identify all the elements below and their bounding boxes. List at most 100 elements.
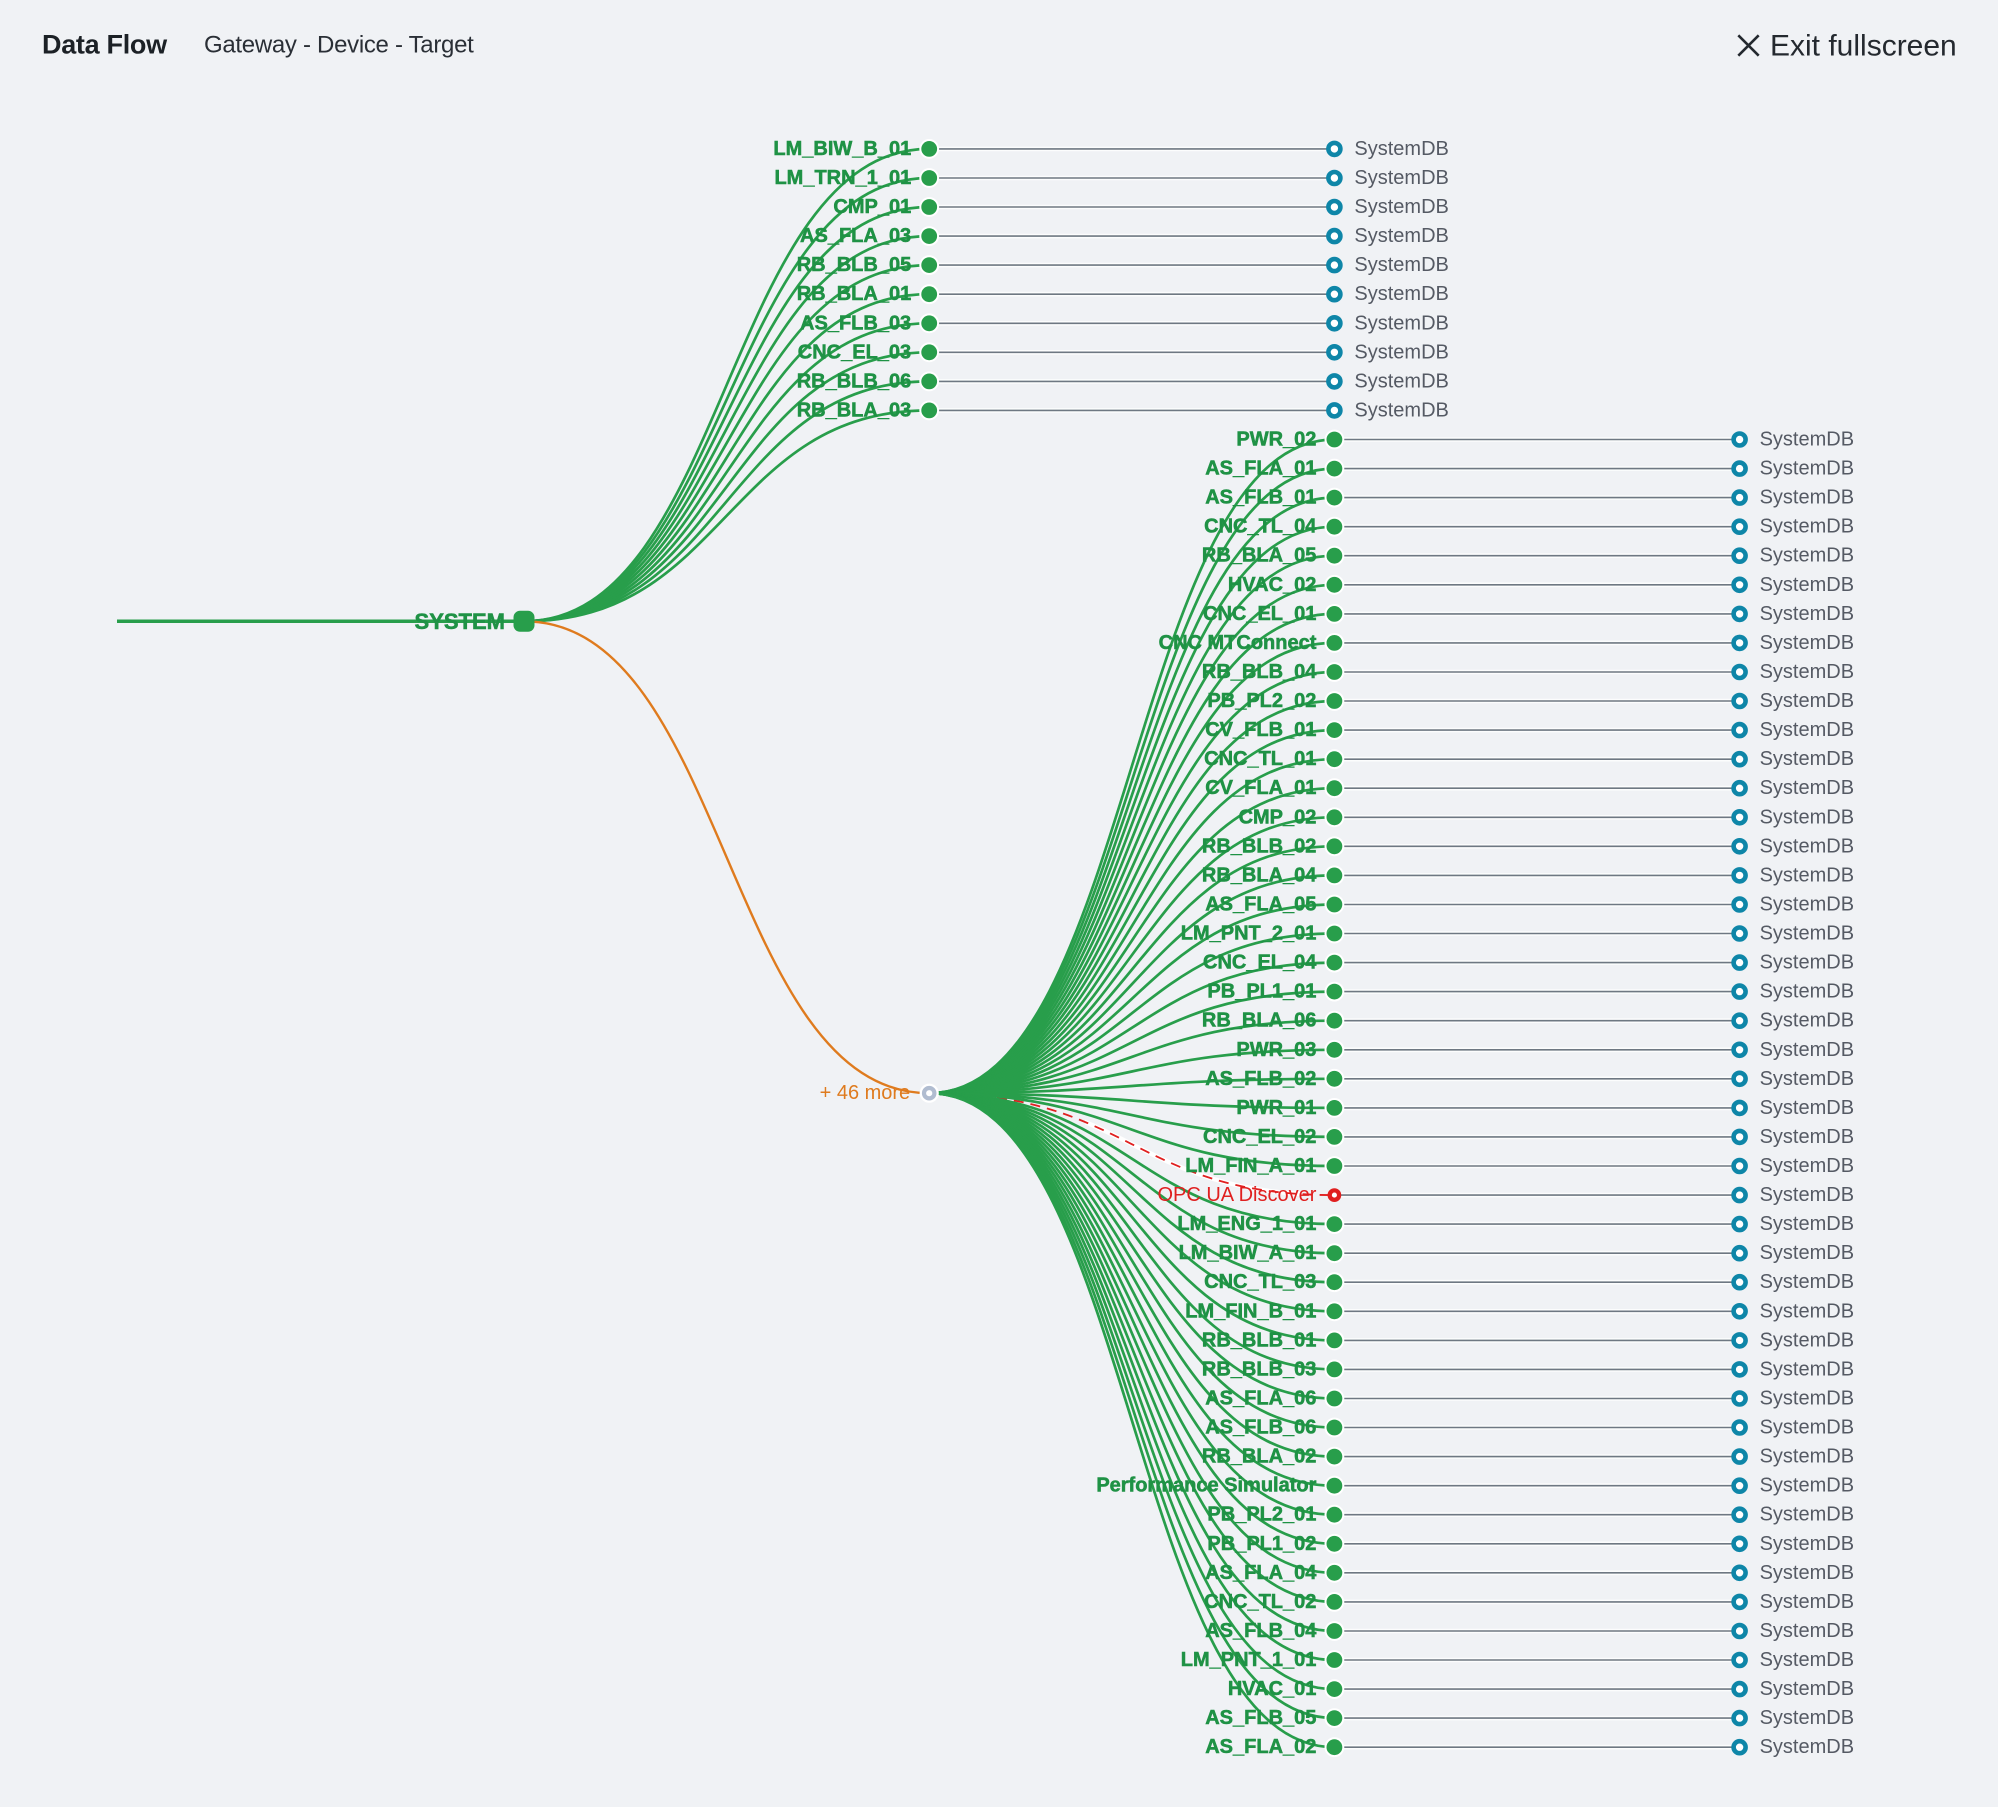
svg-text:SystemDB: SystemDB [1760,1358,1854,1380]
svg-text:SystemDB: SystemDB [1760,545,1854,567]
svg-text:SystemDB: SystemDB [1354,341,1448,363]
svg-text:AS_FLA_02: AS_FLA_02 [1205,1736,1316,1758]
svg-text:SystemDB: SystemDB [1760,1678,1854,1700]
svg-text:SystemDB: SystemDB [1354,138,1448,160]
svg-text:RB_BLA_05: RB_BLA_05 [1202,545,1316,567]
svg-text:RB_BLA_03: RB_BLA_03 [797,399,911,421]
svg-text:SystemDB: SystemDB [1760,1068,1854,1090]
svg-text:SystemDB: SystemDB [1760,603,1854,625]
svg-text:HVAC_02: HVAC_02 [1228,574,1317,596]
svg-text:SystemDB: SystemDB [1760,1010,1854,1032]
svg-text:SystemDB: SystemDB [1760,1155,1854,1177]
svg-text:AS_FLB_02: AS_FLB_02 [1205,1068,1316,1090]
svg-text:SystemDB: SystemDB [1760,1591,1854,1613]
svg-text:Performance Simulator: Performance Simulator [1096,1475,1316,1497]
svg-text:SystemDB: SystemDB [1760,835,1854,857]
svg-text:RB_BLA_04: RB_BLA_04 [1202,864,1317,886]
svg-text:SystemDB: SystemDB [1760,1707,1854,1729]
svg-text:SystemDB: SystemDB [1760,1271,1854,1293]
svg-text:RB_BLA_06: RB_BLA_06 [1202,1010,1316,1032]
svg-text:CNC MTConnect: CNC MTConnect [1159,632,1317,654]
svg-text:SystemDB: SystemDB [1760,1562,1854,1584]
svg-text:SystemDB: SystemDB [1760,1329,1854,1351]
svg-text:CV_FLB_01: CV_FLB_01 [1205,719,1316,741]
svg-text:LM_BIW_B_01: LM_BIW_B_01 [773,138,911,160]
svg-text:SystemDB: SystemDB [1760,458,1854,480]
svg-text:SystemDB: SystemDB [1760,952,1854,974]
svg-text:SystemDB: SystemDB [1354,312,1448,334]
svg-text:SystemDB: SystemDB [1760,864,1854,886]
svg-text:SYSTEM: SYSTEM [415,609,505,634]
svg-text:SystemDB: SystemDB [1760,777,1854,799]
svg-text:SystemDB: SystemDB [1354,254,1448,276]
svg-text:RB_BLA_02: RB_BLA_02 [1202,1446,1316,1468]
svg-text:AS_FLA_04: AS_FLA_04 [1205,1562,1317,1584]
svg-text:AS_FLB_06: AS_FLB_06 [1205,1417,1316,1439]
svg-text:CNC_EL_04: CNC_EL_04 [1203,952,1317,974]
svg-text:SystemDB: SystemDB [1354,370,1448,392]
svg-text:CNC_EL_03: CNC_EL_03 [798,341,911,363]
svg-text:SystemDB: SystemDB [1760,981,1854,1003]
svg-text:PB_PL1_02: PB_PL1_02 [1207,1533,1316,1555]
svg-text:Gateway - Device - Target: Gateway - Device - Target [204,32,474,59]
svg-text:CMP_02: CMP_02 [1239,806,1317,828]
svg-text:PB_PL2_02: PB_PL2_02 [1207,690,1316,712]
svg-text:SystemDB: SystemDB [1354,167,1448,189]
svg-text:AS_FLA_06: AS_FLA_06 [1205,1388,1316,1410]
svg-text:LM_ENG_1_01: LM_ENG_1_01 [1177,1213,1316,1235]
svg-text:SystemDB: SystemDB [1760,1504,1854,1526]
svg-text:LM_BIW_A_01: LM_BIW_A_01 [1179,1242,1317,1264]
svg-text:SystemDB: SystemDB [1760,1446,1854,1468]
svg-text:SystemDB: SystemDB [1760,1300,1854,1322]
svg-text:SystemDB: SystemDB [1760,1620,1854,1642]
svg-text:RB_BLB_03: RB_BLB_03 [1202,1358,1316,1380]
svg-text:CNC_TL_03: CNC_TL_03 [1204,1271,1316,1293]
svg-text:SystemDB: SystemDB [1760,1184,1854,1206]
svg-text:SystemDB: SystemDB [1760,1475,1854,1497]
svg-text:AS_FLA_01: AS_FLA_01 [1205,458,1316,480]
svg-text:+ 46 more: + 46 more [820,1082,911,1104]
svg-text:CNC_TL_02: CNC_TL_02 [1204,1591,1316,1613]
svg-text:SystemDB: SystemDB [1354,225,1448,247]
svg-text:LM_FIN_B_01: LM_FIN_B_01 [1185,1300,1316,1322]
svg-text:SystemDB: SystemDB [1760,894,1854,916]
svg-text:RB_BLB_02: RB_BLB_02 [1202,835,1316,857]
svg-text:CV_FLA_01: CV_FLA_01 [1205,777,1316,799]
svg-text:CNC_EL_02: CNC_EL_02 [1203,1126,1316,1148]
svg-text:Data Flow: Data Flow [42,30,168,60]
svg-text:PWR_03: PWR_03 [1236,1039,1316,1061]
svg-text:SystemDB: SystemDB [1760,1213,1854,1235]
svg-text:RB_BLB_06: RB_BLB_06 [797,370,911,392]
svg-text:SystemDB: SystemDB [1354,399,1448,421]
svg-text:SystemDB: SystemDB [1760,923,1854,945]
svg-text:SystemDB: SystemDB [1760,574,1854,596]
svg-text:CNC_TL_01: CNC_TL_01 [1204,748,1316,770]
svg-text:LM_PNT_2_01: LM_PNT_2_01 [1181,923,1317,945]
svg-text:LM_PNT_1_01: LM_PNT_1_01 [1181,1649,1317,1671]
svg-text:AS_FLA_03: AS_FLA_03 [800,225,911,247]
svg-text:PB_PL1_01: PB_PL1_01 [1207,981,1316,1003]
svg-text:CNC_TL_04: CNC_TL_04 [1204,516,1317,538]
svg-text:SystemDB: SystemDB [1760,690,1854,712]
svg-text:RB_BLB_05: RB_BLB_05 [797,254,911,276]
svg-text:PWR_02: PWR_02 [1236,429,1316,451]
svg-text:PB_PL2_01: PB_PL2_01 [1207,1504,1316,1526]
svg-text:CMP_01: CMP_01 [833,196,911,218]
svg-text:SystemDB: SystemDB [1760,516,1854,538]
svg-text:SystemDB: SystemDB [1760,1097,1854,1119]
svg-text:LM_FIN_A_01: LM_FIN_A_01 [1185,1155,1316,1177]
svg-text:RB_BLB_04: RB_BLB_04 [1202,661,1317,683]
svg-text:SystemDB: SystemDB [1760,806,1854,828]
svg-text:PWR_01: PWR_01 [1236,1097,1316,1119]
svg-text:OPC UA Discover: OPC UA Discover [1157,1184,1316,1206]
svg-text:SystemDB: SystemDB [1760,1388,1854,1410]
svg-text:AS_FLA_05: AS_FLA_05 [1205,894,1316,916]
svg-text:SystemDB: SystemDB [1760,429,1854,451]
svg-text:AS_FLB_05: AS_FLB_05 [1205,1707,1316,1729]
svg-text:SystemDB: SystemDB [1760,1417,1854,1439]
svg-text:AS_FLB_03: AS_FLB_03 [800,312,911,334]
svg-text:SystemDB: SystemDB [1760,748,1854,770]
svg-text:SystemDB: SystemDB [1760,1039,1854,1061]
svg-text:AS_FLB_01: AS_FLB_01 [1205,487,1316,509]
svg-text:RB_BLB_01: RB_BLB_01 [1202,1329,1316,1351]
